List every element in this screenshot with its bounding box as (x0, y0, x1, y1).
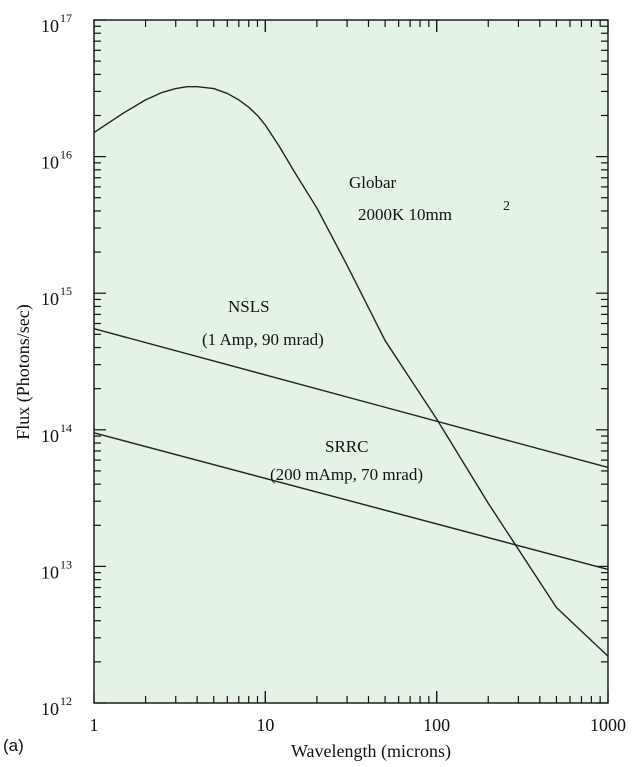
y-tick-label-16: 10 16 (41, 148, 72, 173)
y-axis-label: Flux (Photons/sec) (13, 304, 34, 440)
y-tick-label-base: 10 (41, 16, 59, 36)
series-line-srrc (93, 432, 609, 571)
annotation-nsls-title: NSLS (228, 297, 270, 316)
y-tick-label-13: 10 13 (41, 557, 72, 582)
plot-area (93, 19, 609, 704)
plot-frame (93, 19, 609, 704)
annotation-srrc: SRRC (200 mAmp, 70 mrad) (270, 437, 423, 484)
annotation-globar: Globar 2000K 10mm 2 (349, 173, 510, 224)
annotation-nsls-detail: (1 Amp, 90 mrad) (202, 330, 324, 349)
annotation-globar-title: Globar (349, 173, 397, 192)
panel-label: (a) (3, 736, 24, 755)
y-tick-label-exponent: 16 (60, 148, 72, 162)
y-tick-label-base: 10 (41, 153, 59, 173)
series-line-nsls (93, 327, 609, 469)
y-tick-label-14: 10 14 (41, 421, 72, 446)
y-tick-label-base: 10 (41, 289, 59, 309)
y-tick-label-base: 10 (41, 562, 59, 582)
annotation-srrc-title: SRRC (325, 437, 368, 456)
y-tick-label-base: 10 (41, 426, 59, 446)
y-tick-label-exponent: 12 (60, 694, 72, 708)
series-lines (93, 85, 609, 657)
x-axis-label: Wavelength (microns) (291, 741, 451, 762)
y-tick-label-base: 10 (41, 699, 59, 719)
y-tick-label-15: 10 15 (41, 284, 72, 309)
y-tick-label-exponent: 17 (60, 11, 72, 25)
y-tick-label-exponent: 15 (60, 284, 72, 298)
x-tick-label-1000: 1000 (590, 715, 626, 735)
annotation-srrc-detail: (200 mAmp, 70 mrad) (270, 465, 423, 484)
plot-background (94, 20, 608, 703)
y-tick-label-17: 10 17 (41, 11, 72, 36)
x-tick-label-1: 1 (90, 715, 99, 735)
annotation-globar-sup: 2 (503, 199, 510, 214)
x-tick-label-100: 100 (423, 715, 450, 735)
y-tick-label-exponent: 14 (60, 421, 72, 435)
annotation-globar-spec: 2000K 10mm (358, 205, 452, 224)
series-line-globar (93, 85, 609, 657)
x-tick-label-10: 10 (256, 715, 274, 735)
y-tick-label-12: 10 12 (41, 694, 72, 719)
y-tick-label-exponent: 13 (60, 557, 72, 571)
annotation-nsls: NSLS (1 Amp, 90 mrad) (202, 297, 324, 349)
